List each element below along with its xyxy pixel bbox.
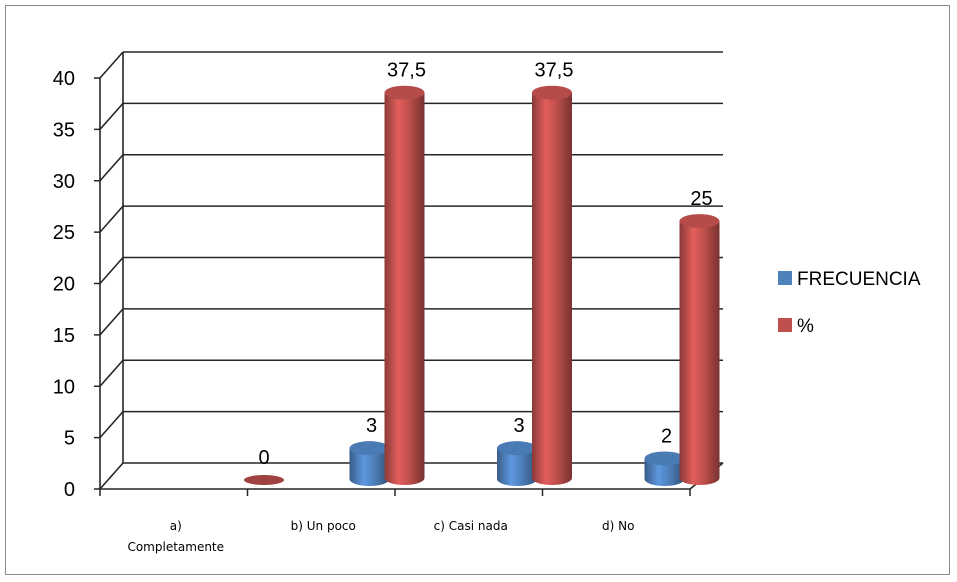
data-label: 3	[513, 415, 524, 437]
data-label: 37,5	[535, 60, 574, 82]
chart-frame	[5, 5, 950, 575]
y-tick-label: 5	[64, 428, 75, 450]
legend-swatch	[778, 271, 792, 285]
gridline-depth	[99, 359, 124, 387]
bar	[679, 221, 720, 486]
gridline-depth	[99, 462, 124, 490]
gridline-depth	[99, 256, 124, 285]
legend-entry: %	[797, 316, 814, 337]
y-tick-label: 30	[53, 171, 75, 193]
gridline-depth	[99, 154, 124, 182]
bar-cap	[349, 441, 390, 456]
gridline-depth	[99, 205, 124, 233]
bar	[532, 92, 572, 485]
y-tick-label: 20	[53, 274, 75, 296]
y-tick-label: 25	[53, 222, 75, 244]
bar	[497, 448, 537, 486]
legend-entry: FRECUENCIA	[797, 269, 921, 290]
bar-cap	[384, 85, 425, 100]
y-tick-label: 35	[53, 119, 75, 141]
gridline-depth	[99, 51, 124, 79]
bar-cap	[644, 451, 685, 466]
y-tick-label: 40	[53, 68, 75, 90]
data-label: 2	[661, 425, 672, 447]
bar-cap	[679, 214, 720, 229]
x-tick-label: b) Un poco	[291, 519, 356, 533]
x-tick-label: d) No	[602, 519, 634, 533]
gridline-depth	[99, 411, 124, 439]
bar	[349, 448, 390, 486]
gridline-depth	[99, 308, 124, 336]
x-tick-label: c) Casi nada	[434, 519, 508, 533]
x-tick-label: Completamente	[127, 540, 224, 554]
data-label: 37,5	[387, 60, 426, 82]
gridline-depth	[99, 102, 124, 130]
bar	[644, 458, 685, 486]
data-label: 25	[690, 188, 712, 210]
bar	[384, 92, 425, 486]
bar-cap	[532, 85, 572, 100]
y-tick-label: 0	[64, 479, 75, 501]
legend-swatch	[778, 318, 792, 332]
data-label: 3	[366, 415, 377, 437]
y-tick-label: 15	[53, 325, 75, 347]
bar-cap	[497, 441, 537, 456]
y-tick-label: 10	[53, 376, 75, 398]
bar-cap	[244, 475, 284, 485]
data-label: 0	[258, 447, 269, 469]
x-tick-label: a)	[170, 519, 182, 533]
